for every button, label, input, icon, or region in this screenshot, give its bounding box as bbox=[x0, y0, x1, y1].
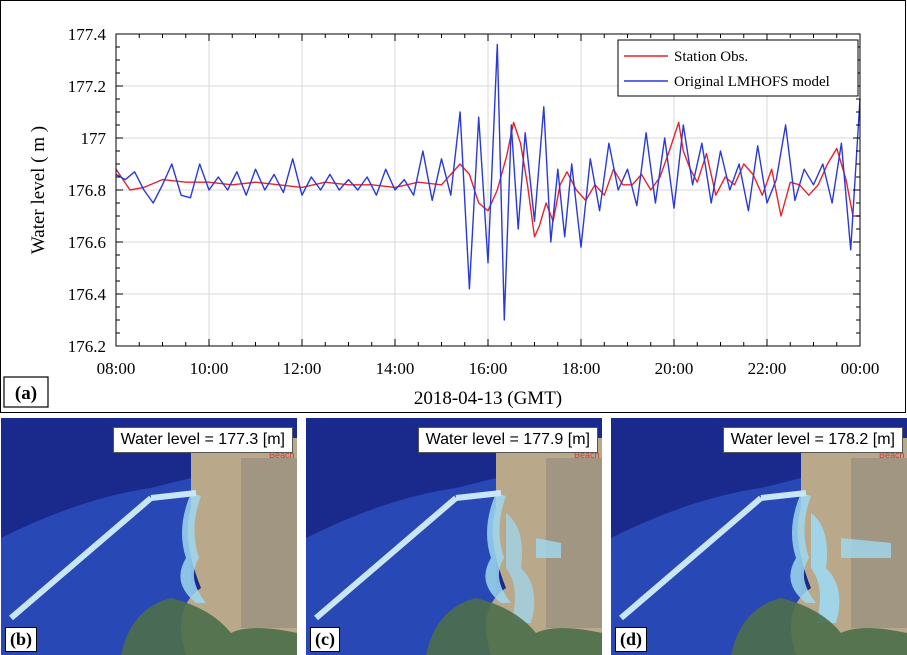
flooded-area bbox=[811, 513, 840, 623]
y-tick-label: 176.8 bbox=[68, 181, 106, 200]
breakwater-head bbox=[455, 490, 502, 501]
flooded-street bbox=[536, 538, 561, 558]
y-tick-label: 177.4 bbox=[68, 25, 107, 44]
x-tick-label: 00:00 bbox=[841, 359, 880, 378]
map-image-c: Beach bbox=[306, 418, 602, 655]
y-tick-label: 176.2 bbox=[68, 337, 106, 356]
legend-label-station-obs: Station Obs. bbox=[674, 49, 748, 65]
breakwater bbox=[314, 495, 458, 621]
beach-label: Beach bbox=[574, 450, 600, 460]
y-tick-label: 176.6 bbox=[68, 233, 106, 252]
x-axis-title: 2018-04-13 (GMT) bbox=[414, 388, 562, 409]
y-tick-label: 177 bbox=[81, 129, 107, 148]
mid-water bbox=[306, 478, 496, 655]
panel-label-b: (b) bbox=[5, 627, 37, 652]
shallow-shore bbox=[485, 493, 511, 603]
beach-label: Beach bbox=[879, 450, 905, 460]
panel-label-c: (c) bbox=[310, 627, 340, 652]
breakwater bbox=[619, 495, 763, 621]
x-tick-label: 20:00 bbox=[655, 359, 694, 378]
series-station-obs bbox=[115, 121, 860, 238]
y-axis-title: Water level ( m ) bbox=[28, 126, 49, 254]
series-lmhofs-model bbox=[115, 43, 861, 321]
x-tick-label: 14:00 bbox=[376, 359, 415, 378]
axis-ticks: 176.2 176.4 176.6 176.8 177 177.2 177.4 08:00 10… bbox=[68, 25, 880, 378]
panel-label-a-text: (a) bbox=[15, 383, 37, 404]
water-level-label-b: Water level = 177.3 [m] bbox=[112, 427, 293, 453]
x-tick-label: 16:00 bbox=[469, 359, 508, 378]
chart-canvas: 176.2 176.4 176.6 176.8 177 177.2 177.4 08:00 10… bbox=[0, 0, 906, 413]
water-level-label-d: Water level = 178.2 [m] bbox=[722, 427, 903, 453]
x-tick-label: 18:00 bbox=[562, 359, 601, 378]
vegetation-area bbox=[731, 598, 907, 655]
y-tick-label: 176.4 bbox=[68, 285, 107, 304]
map-image-d: Beach bbox=[611, 418, 907, 655]
beach-label: Beach bbox=[269, 450, 295, 460]
vegetation-area bbox=[121, 598, 297, 655]
panel-label-a-box bbox=[3, 376, 49, 408]
water-level-label-c: Water level = 177.9 [m] bbox=[417, 427, 598, 453]
legend: Station Obs. Original LMHOFS model bbox=[617, 39, 859, 97]
series-lines bbox=[115, 43, 861, 321]
y-tick-label: 177.2 bbox=[68, 77, 106, 96]
shallow-shore bbox=[180, 493, 206, 603]
x-tick-label: 12:00 bbox=[283, 359, 322, 378]
flooded-area bbox=[506, 513, 535, 623]
mid-water bbox=[611, 478, 801, 655]
map-image-b: Beach bbox=[1, 418, 297, 655]
x-tick-label: 10:00 bbox=[190, 359, 229, 378]
panel-label-a: (a) bbox=[3, 376, 49, 408]
map-panel-b: Beach Water level = 177.3 [m] (b) bbox=[1, 418, 297, 655]
legend-box bbox=[617, 39, 859, 97]
panel-label-d: (d) bbox=[615, 627, 647, 652]
water-level-chart: 176.2 176.4 176.6 176.8 177 177.2 177.4 08:00 10… bbox=[0, 0, 906, 413]
map-panel-c: Beach Water level = 177.9 [m] (c) bbox=[306, 418, 602, 655]
map-panel-d: Beach Water level = 178.2 [m] (d) bbox=[611, 418, 907, 655]
vegetation-area bbox=[426, 598, 602, 655]
mid-water bbox=[1, 478, 191, 655]
flooded-street bbox=[841, 538, 891, 558]
legend-label-lmhofs: Original LMHOFS model bbox=[674, 74, 830, 90]
shallow-shore bbox=[790, 493, 816, 603]
x-tick-label: 22:00 bbox=[748, 359, 787, 378]
breakwater bbox=[9, 495, 153, 621]
town-blocks bbox=[241, 458, 297, 628]
breakwater-head bbox=[150, 490, 197, 501]
breakwater-head bbox=[760, 490, 807, 501]
x-tick-label: 08:00 bbox=[97, 359, 136, 378]
